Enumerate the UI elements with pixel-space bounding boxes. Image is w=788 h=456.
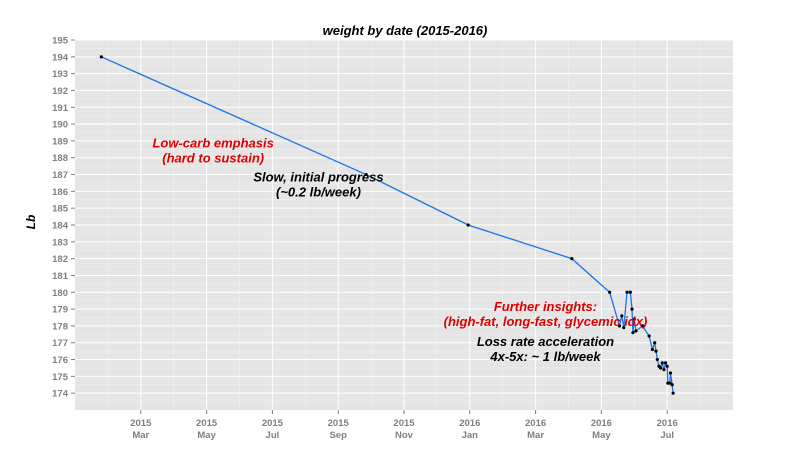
annotation-line: (high-fat, long-fast, glycemic idx) <box>444 314 648 329</box>
data-point <box>617 324 622 328</box>
annotation: Low-carb emphasis (hard to sustain) <box>152 136 273 166</box>
data-point <box>650 347 654 352</box>
x-tick-label-year: 2015 <box>130 418 152 429</box>
y-tick-label: 174 <box>52 389 69 400</box>
x-tick-label-month: Nov <box>395 430 414 441</box>
y-tick-label: 175 <box>52 372 69 383</box>
data-point <box>660 361 664 365</box>
weight-series-points <box>99 55 675 395</box>
data-point <box>640 324 645 328</box>
y-tick-label: 180 <box>52 288 68 299</box>
annotation-line: Loss rate acceleration <box>477 334 614 349</box>
y-axis-label: Lb <box>24 215 38 230</box>
y-tick-label: 192 <box>52 86 68 97</box>
y-tick-label: 181 <box>52 271 69 282</box>
annotations: Low-carb emphasis (hard to sustain)Slow, … <box>152 136 647 364</box>
y-tick-label: 190 <box>52 120 68 131</box>
annotation-line: 4x-5x: ~ 1 lb/week <box>489 349 601 364</box>
data-point <box>622 325 626 330</box>
data-point <box>99 55 103 59</box>
y-tick-label: 176 <box>52 355 68 366</box>
y-tick-label: 191 <box>52 103 69 114</box>
x-tick-label-month: Jul <box>266 430 280 441</box>
data-point <box>631 331 635 335</box>
y-tick-label: 193 <box>52 69 68 80</box>
y-axis: 174 175 176 177 178 179 180 181 182 183 184 185 186 1… <box>52 36 75 400</box>
x-axis: 2015Mar2015May2015Jul2015Sep2015Nov2016J… <box>130 410 678 441</box>
x-tick-label-month: Mar <box>132 430 149 441</box>
y-tick-label: 184 <box>52 221 69 232</box>
x-tick-label-year: 2015 <box>196 418 218 429</box>
y-tick-label: 178 <box>52 321 68 332</box>
annotation-line: (hard to sustain) <box>162 151 264 166</box>
y-tick-label: 186 <box>52 187 68 198</box>
data-point <box>608 290 612 294</box>
y-tick-label: 179 <box>52 305 68 316</box>
data-point <box>670 383 674 387</box>
data-point <box>466 223 470 227</box>
annotation: Slow, initial progress (~0.2 lb/week) <box>253 169 383 199</box>
data-point <box>663 361 668 365</box>
data-point <box>634 329 638 333</box>
annotation-line: (~0.2 lb/week) <box>276 184 361 199</box>
x-tick-label-year: 2015 <box>393 418 415 429</box>
data-point <box>662 368 666 372</box>
x-tick-label-year: 2016 <box>657 418 678 429</box>
data-point <box>665 364 669 368</box>
x-tick-label-year: 2016 <box>459 418 480 429</box>
y-tick-label: 189 <box>52 136 68 147</box>
x-tick-label-year: 2016 <box>525 418 546 429</box>
data-point <box>632 317 636 321</box>
y-tick-label: 194 <box>52 52 69 63</box>
y-tick-label: 187 <box>52 170 68 181</box>
x-tick-label-year: 2016 <box>591 418 612 429</box>
x-tick-label-month: Jul <box>660 430 674 441</box>
y-tick-label: 177 <box>52 338 68 349</box>
data-point <box>668 381 672 385</box>
data-point <box>659 366 663 370</box>
data-point <box>647 334 651 338</box>
annotation-line: Low-carb emphasis <box>152 136 273 151</box>
annotation: Further insights: (high-fat, long-fast, g… <box>444 299 648 329</box>
x-tick-label-month: May <box>592 430 611 441</box>
data-point <box>364 172 368 177</box>
x-tick-label-month: May <box>197 430 216 441</box>
major-gridlines <box>75 39 733 410</box>
data-point <box>620 314 624 318</box>
x-tick-label-year: 2015 <box>262 418 284 429</box>
data-point <box>570 257 574 261</box>
data-point <box>628 290 632 294</box>
annotation: Loss rate acceleration 4x-5x: ~ 1 lb/week <box>477 334 614 364</box>
y-tick-label: 185 <box>52 204 69 215</box>
annotation-line: Further insights: <box>494 299 597 314</box>
y-tick-label: 195 <box>52 36 69 47</box>
data-point <box>625 290 629 294</box>
x-tick-label-month: Sep <box>329 430 347 441</box>
x-tick-label-month: Mar <box>527 430 544 441</box>
data-point <box>671 391 675 395</box>
x-tick-label-year: 2015 <box>328 418 350 429</box>
y-tick-label: 182 <box>52 254 68 265</box>
chart-title: weight by date (2015-2016) <box>323 23 488 38</box>
y-tick-label: 183 <box>52 237 68 248</box>
data-point <box>655 357 659 362</box>
data-point <box>654 349 658 353</box>
x-tick-label-month: Jan <box>462 430 479 441</box>
data-point <box>630 307 634 311</box>
data-point <box>653 341 657 345</box>
annotation-line: Slow, initial progress <box>253 169 383 184</box>
data-point <box>668 371 673 375</box>
y-tick-label: 188 <box>52 153 68 164</box>
